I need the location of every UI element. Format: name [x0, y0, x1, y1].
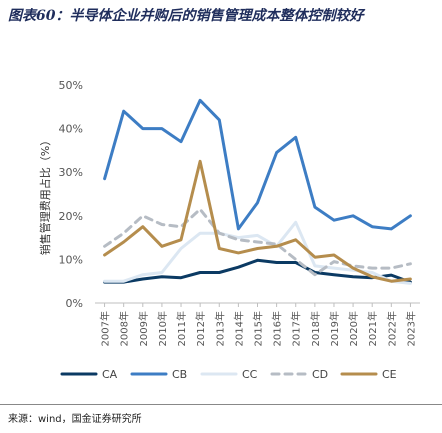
legend-label-cb: CB	[172, 368, 187, 381]
figure-title: 图表60：半导体企业并购后的销售管理成本整体控制较好	[8, 8, 364, 24]
footer-divider	[0, 404, 442, 405]
x-tick-label: 2022年	[385, 311, 398, 346]
y-tick-label: 0%	[66, 297, 83, 310]
x-tick-label: 2008年	[118, 311, 131, 346]
legend-label-cd: CD	[312, 368, 328, 381]
x-tick-label: 2020年	[347, 311, 360, 346]
series-lines	[103, 98, 412, 285]
y-tick-label: 20%	[59, 210, 83, 223]
legend-label-ca: CA	[102, 368, 118, 381]
x-tick-label: 2009年	[137, 311, 150, 346]
x-tick-label: 2011年	[175, 311, 188, 346]
y-tick-label: 50%	[59, 79, 83, 92]
series-line-cb	[103, 98, 412, 231]
x-tick-label: 2016年	[271, 311, 284, 346]
series-line-ce	[103, 159, 412, 283]
y-axis-ticks: 0% 10% 20% 30% 40% 50%	[59, 79, 83, 310]
series-line-cd	[103, 207, 412, 277]
y-tick-label: 10%	[59, 253, 83, 266]
legend-label-ce: CE	[382, 368, 397, 381]
x-tick-label: 2013年	[213, 311, 226, 346]
x-tick-label: 2014年	[232, 311, 245, 346]
series-line-ca	[103, 258, 412, 284]
x-tick-label: 2012年	[194, 311, 207, 346]
x-tick-label: 2018年	[309, 311, 322, 346]
source-note: 来源：wind，国金证券研究所	[8, 414, 142, 425]
y-axis-label: 销售管理费用占比（%）	[38, 135, 52, 255]
x-axis-ticks: 2007年 2008年 2009年 2010年 2011年 2012年 2013年 2014年…	[99, 303, 417, 346]
x-tick-label: 2023年	[404, 311, 417, 346]
legend-label-cc: CC	[242, 368, 258, 381]
y-tick-label: 40%	[59, 123, 83, 136]
x-tick-label: 2015年	[252, 311, 265, 346]
x-tick-label: 2007年	[99, 311, 112, 346]
x-tick-label: 2017年	[290, 311, 303, 346]
chart-legend: CA CB CC CD CE	[60, 368, 397, 381]
x-tick-label: 2021年	[366, 311, 379, 346]
x-tick-label: 2019年	[328, 311, 341, 346]
x-tick-label: 2010年	[156, 311, 169, 346]
y-tick-label: 30%	[59, 166, 83, 179]
